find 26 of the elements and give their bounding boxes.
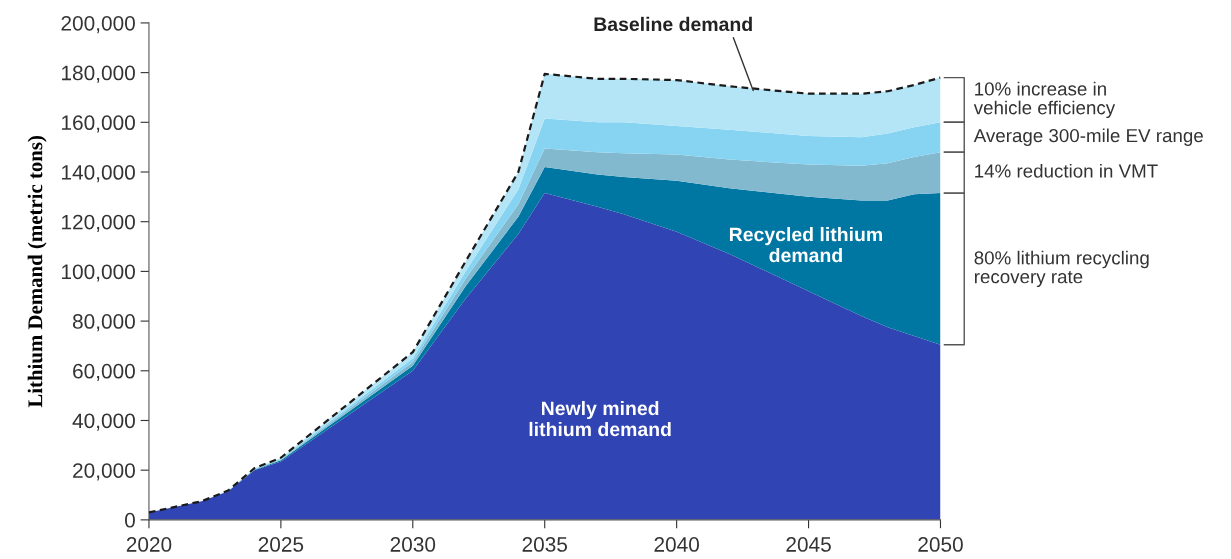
y-tick-label: 180,000 [62, 65, 135, 83]
y-tick-label: 0 [124, 512, 135, 528]
y-axis-title: Lithium Demand (metric tons) [27, 136, 47, 408]
series-label: 10% increase in vehicle efficiency [973, 81, 1116, 119]
y-tick-label: 60,000 [73, 363, 135, 381]
x-tick-label: 2025 [258, 537, 304, 552]
x-tick-label: 2040 [654, 537, 699, 552]
series-label: Average 300-mile EV range [973, 128, 1203, 146]
y-tick-label: 40,000 [72, 413, 135, 431]
annotation: Recycled lithium demand [729, 227, 882, 263]
x-tick-label: 2035 [522, 537, 568, 552]
y-tick-label: 20,000 [73, 463, 135, 481]
x-tick-label: 2050 [918, 537, 963, 552]
x-tick-label: 2020 [126, 537, 172, 552]
series-label: 14% reduction in VMT [975, 163, 1158, 178]
series-label: 80% lithium recycling recovery rate [974, 250, 1149, 288]
annotation: Baseline demand [594, 16, 752, 32]
x-tick-label: 2030 [390, 537, 436, 552]
annotation: Newly mined lithium demand [529, 400, 671, 437]
y-tick-label: 200,000 [61, 15, 135, 34]
y-tick-label: 80,000 [72, 314, 135, 332]
y-tick-label: 140,000 [62, 165, 135, 183]
y-tick-label: 120,000 [62, 214, 135, 232]
y-tick-label: 100,000 [62, 264, 135, 282]
y-tick-label: 160,000 [62, 115, 135, 133]
x-tick-label: 2045 [786, 537, 831, 552]
